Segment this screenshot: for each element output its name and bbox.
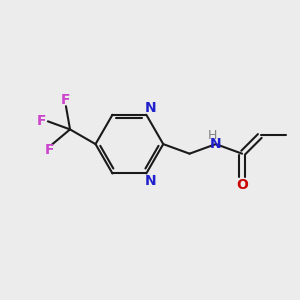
Text: F: F xyxy=(44,143,54,157)
Text: N: N xyxy=(145,174,156,188)
Text: F: F xyxy=(61,93,71,107)
Text: N: N xyxy=(145,100,156,115)
Text: F: F xyxy=(37,114,46,128)
Text: N: N xyxy=(210,137,222,151)
Text: H: H xyxy=(208,129,218,142)
Text: O: O xyxy=(236,178,248,192)
